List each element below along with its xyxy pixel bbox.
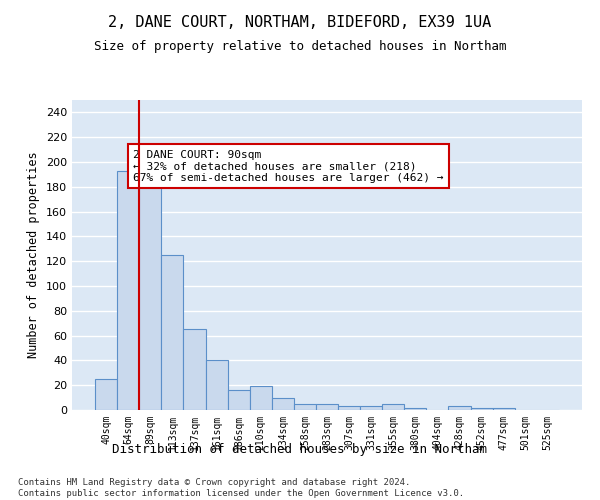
Bar [382,404,404,410]
Bar [360,406,382,410]
Text: Contains HM Land Registry data © Crown copyright and database right 2024.
Contai: Contains HM Land Registry data © Crown c… [18,478,464,498]
Bar [493,408,515,410]
Bar [184,330,206,410]
Text: Distribution of detached houses by size in Northam: Distribution of detached houses by size … [113,442,487,456]
Bar [272,398,294,410]
Bar [448,406,470,410]
Bar [250,386,272,410]
Text: Size of property relative to detached houses in Northam: Size of property relative to detached ho… [94,40,506,53]
Bar [206,360,227,410]
Bar [139,187,161,410]
Text: 2 DANE COURT: 90sqm
← 32% of detached houses are smaller (218)
67% of semi-detac: 2 DANE COURT: 90sqm ← 32% of detached ho… [133,150,444,183]
Text: 2, DANE COURT, NORTHAM, BIDEFORD, EX39 1UA: 2, DANE COURT, NORTHAM, BIDEFORD, EX39 1… [109,15,491,30]
Y-axis label: Number of detached properties: Number of detached properties [28,152,40,358]
Bar [316,404,338,410]
Bar [470,408,493,410]
Bar [161,255,184,410]
Bar [95,379,117,410]
Bar [338,406,360,410]
Bar [227,390,250,410]
Bar [294,404,316,410]
Bar [117,170,139,410]
Bar [404,408,427,410]
